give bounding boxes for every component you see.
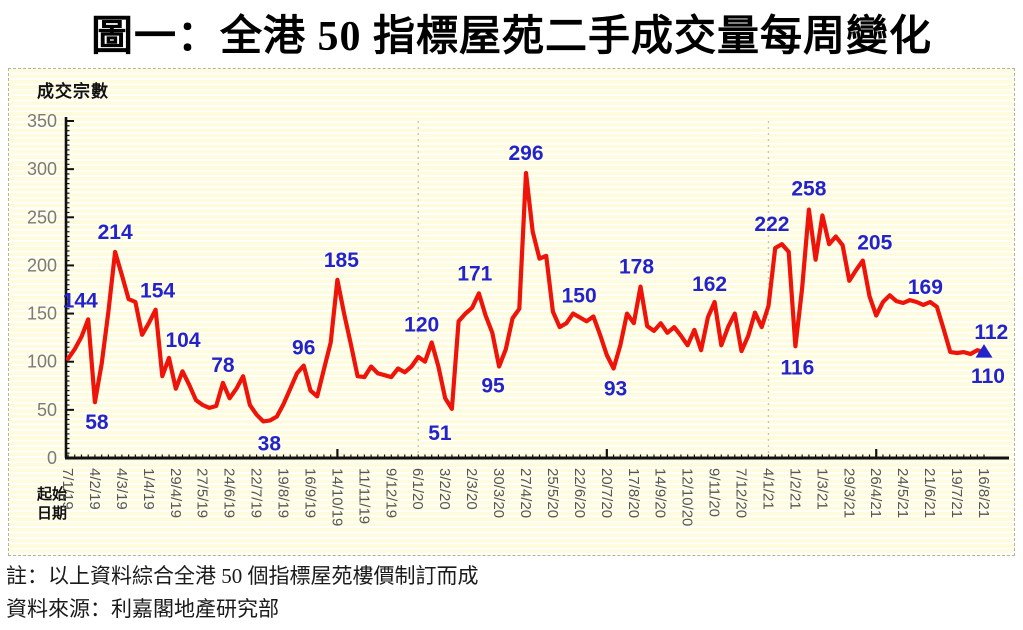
volume-line	[65, 170, 987, 424]
data-point-label: 96	[292, 337, 315, 360]
x-tick-label: 12/10/20	[679, 468, 696, 526]
data-point-label: 258	[791, 178, 826, 201]
data-point-label: 144	[63, 289, 98, 312]
x-tick-label: 4/3/19	[113, 468, 130, 510]
x-tick-label: 19/7/21	[948, 468, 965, 518]
x-tick-label: 1/2/21	[786, 468, 803, 510]
x-tick-label: 3/2/20	[436, 468, 453, 510]
x-tick-label: 24/5/21	[894, 468, 911, 518]
data-point-label: 38	[258, 432, 282, 455]
x-tick-label: 22/6/20	[571, 468, 588, 518]
x-tick-label: 16/9/19	[301, 468, 318, 518]
footnote-source: 資料來源：利嘉閣地產研究部	[6, 597, 279, 621]
x-tick-label: 1/4/19	[140, 468, 157, 510]
y-tick-label: 350	[27, 111, 57, 131]
data-point-label: 120	[404, 313, 439, 336]
data-point-label: 185	[324, 249, 359, 272]
data-point-label: 112	[974, 321, 1008, 344]
data-point-label: 162	[692, 273, 727, 296]
x-tick-label: 22/7/19	[248, 468, 265, 518]
data-point-label: 95	[481, 375, 505, 398]
x-tick-label: 24/6/19	[221, 468, 238, 518]
x-tick-label: 27/4/20	[517, 468, 534, 518]
x-tick-label: 4/2/19	[86, 468, 103, 510]
x-tick-label: 7/12/20	[733, 468, 750, 518]
x-tick-label: 30/3/20	[490, 468, 507, 518]
x-tick-label: 6/1/20	[409, 468, 426, 510]
data-point-label: 104	[166, 329, 201, 352]
x-tick-label: 27/5/19	[194, 468, 211, 518]
x-tick-label: 29/4/19	[167, 468, 184, 518]
x-tick-label: 2/3/20	[463, 468, 480, 510]
data-point-label: 93	[604, 377, 627, 400]
y-tick-label: 150	[27, 304, 57, 324]
x-tick-label: 20/7/20	[598, 468, 615, 518]
x-tick-label: 14/9/20	[652, 468, 669, 518]
x-axis-title-line1: 起始	[37, 486, 68, 503]
data-point-label: 178	[619, 256, 654, 279]
y-tick-label: 100	[27, 352, 57, 372]
x-tick-label: 21/6/21	[921, 468, 938, 518]
data-point-label: 171	[457, 262, 492, 285]
x-tick-label: 7/1/19	[59, 468, 76, 510]
x-tick-label: 14/10/19	[328, 468, 345, 526]
x-tick-label: 17/8/20	[625, 468, 642, 518]
data-point-label: 222	[754, 213, 789, 236]
y-tick-label: 250	[27, 207, 57, 227]
data-point-label: 214	[98, 221, 133, 244]
footnotes: 註：以上資料綜合全港 50 個指標屋苑樓價制訂而成 資料來源：利嘉閣地產研究部	[6, 560, 1006, 626]
data-point-label: 51	[428, 422, 452, 445]
x-tick-label: 1/3/21	[813, 468, 830, 510]
chart-canvas: 350 300 250 200 150 100 50 07/1/19 4/2/19 4/3/19 1…	[27, 111, 1009, 526]
x-tick-label: 9/12/19	[382, 468, 399, 518]
chart-panel: 成交宗數 起始 日期 350 300 250 200 150 100 50 0 7/1/19 4/…	[8, 68, 1015, 556]
x-tick-label: 26/4/21	[867, 468, 884, 518]
data-point-label: 78	[211, 354, 235, 377]
x-tick-label: 16/8/21	[975, 468, 992, 518]
x-tick-label: 29/3/21	[840, 468, 857, 518]
latest-point-marker	[975, 344, 993, 358]
data-point-label: 296	[508, 142, 543, 165]
x-tick-label: 25/5/20	[544, 468, 561, 518]
x-tick-label: 19/8/19	[275, 468, 292, 518]
y-axis-title: 成交宗數	[37, 82, 109, 101]
y-tick-label: 0	[47, 448, 57, 468]
data-point-label: 110	[971, 365, 1005, 388]
y-tick-label: 200	[27, 255, 57, 275]
data-point-label: 150	[562, 285, 597, 308]
data-point-label: 154	[140, 280, 175, 303]
data-point-label: 169	[908, 276, 943, 299]
x-axis-title: 起始 日期	[37, 485, 67, 523]
footnote-data-basis: 註：以上資料綜合全港 50 個指標屋苑樓價制訂而成	[6, 564, 479, 588]
data-point-label: 58	[85, 411, 109, 434]
x-tick-label: 9/11/20	[706, 468, 723, 517]
data-point-label: 205	[857, 232, 892, 255]
y-tick-label: 300	[27, 159, 57, 179]
data-point-label: 116	[780, 356, 814, 379]
x-tick-label: 4/1/21	[759, 468, 776, 510]
x-axis-title-line2: 日期	[37, 505, 68, 522]
y-tick-label: 50	[37, 400, 57, 420]
x-tick-label: 11/11/19	[355, 468, 372, 524]
chart-title: 圖一：全港 50 指標屋苑二手成交量每周變化	[90, 14, 932, 60]
